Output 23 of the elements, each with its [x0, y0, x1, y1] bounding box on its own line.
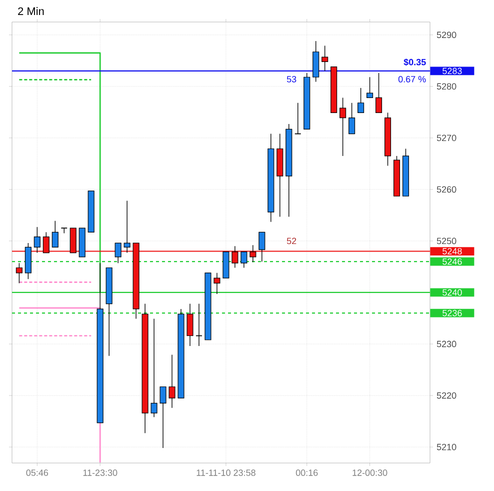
- y-tick-label: 5260: [436, 186, 456, 193]
- x-tick-label: 11-23:30: [83, 470, 118, 476]
- x-tick-label: 12-00:30: [352, 470, 388, 476]
- y-tick-label: 5220: [436, 392, 456, 399]
- x-tick-label: 11-11-10 23:58: [196, 470, 256, 476]
- annotation: 0.67 %: [398, 76, 426, 82]
- y-tick-label: 5230: [436, 340, 456, 348]
- ref-line-label: 5236: [442, 310, 462, 316]
- annotation: 52: [286, 238, 296, 244]
- y-tick-label: 5270: [436, 134, 456, 142]
- y-tick-label: 5250: [436, 238, 456, 244]
- ref-line-label: 5248: [442, 248, 462, 254]
- x-tick-label: 05:46: [26, 470, 48, 476]
- y-tick-label: 5210: [436, 444, 456, 450]
- annotation: $0.35: [404, 58, 426, 66]
- x-tick-label: 00:16: [296, 470, 318, 476]
- y-tick-label: 5290: [436, 32, 456, 38]
- chart-title: 2 Min: [18, 7, 44, 15]
- ref-line-label: 5246: [442, 258, 462, 265]
- ref-line-label: 5240: [442, 289, 462, 296]
- ref-line-label: 5283: [442, 68, 462, 74]
- y-tick-label: 5280: [436, 83, 456, 90]
- annotation: 53: [286, 76, 296, 82]
